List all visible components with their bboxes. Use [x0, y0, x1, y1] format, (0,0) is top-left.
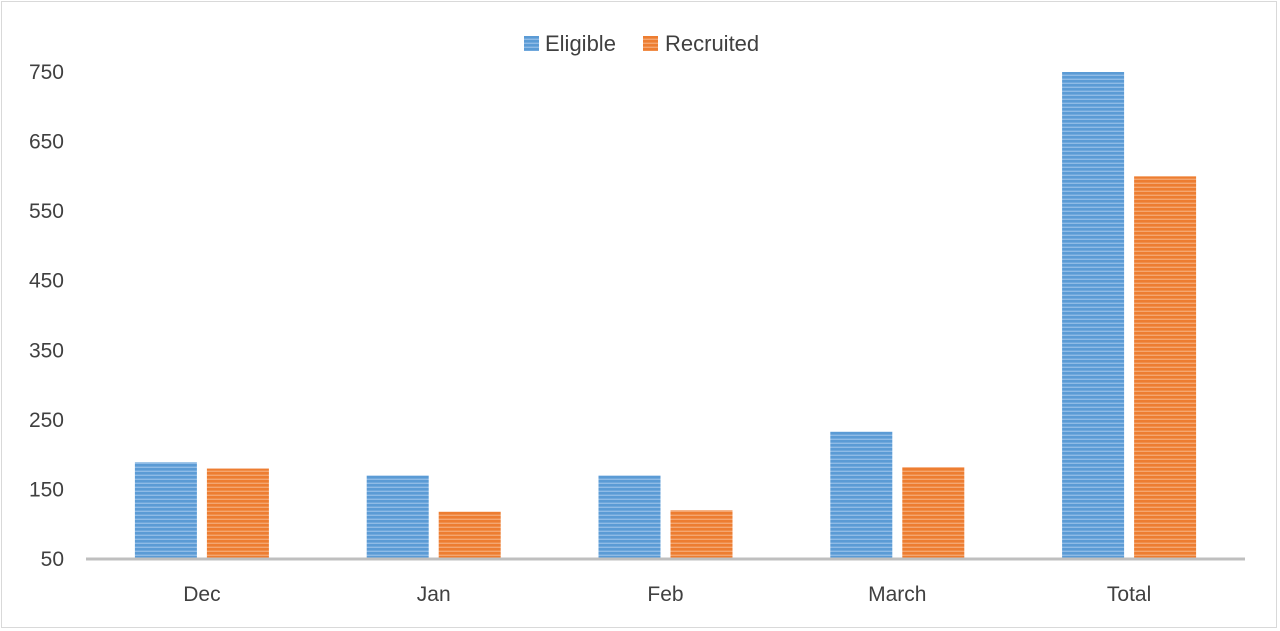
y-tick-label: 150 — [29, 478, 64, 501]
x-tick-label: Feb — [647, 583, 683, 606]
y-tick-label: 750 — [29, 61, 64, 84]
legend-swatch-recruited — [643, 36, 658, 51]
legend: Eligible Recruited — [524, 31, 759, 56]
bar-eligible-feb — [598, 475, 661, 559]
bar-eligible-total — [1062, 72, 1125, 559]
y-tick-label: 350 — [29, 339, 64, 362]
x-tick-label: Jan — [417, 583, 451, 606]
bar-eligible-dec — [134, 462, 197, 559]
y-tick-label: 650 — [29, 131, 64, 154]
x-tick-label: Total — [1107, 583, 1151, 606]
bars — [134, 72, 1197, 559]
y-tick-label: 50 — [41, 548, 64, 571]
legend-label-eligible: Eligible — [545, 31, 616, 56]
bar-eligible-jan — [366, 475, 429, 559]
y-tick-label: 450 — [29, 270, 64, 293]
bar-recruited-total — [1134, 176, 1197, 559]
y-axis: 50 150 250 350 450 550 650 750 — [29, 61, 64, 571]
x-tick-label: Dec — [183, 583, 220, 606]
bar-eligible-march — [830, 431, 893, 559]
bar-recruited-dec — [206, 468, 269, 559]
y-tick-label: 250 — [29, 409, 64, 432]
bar-recruited-feb — [670, 510, 733, 559]
bar-recruited-jan — [438, 511, 501, 559]
bar-recruited-march — [902, 467, 965, 559]
legend-label-recruited: Recruited — [665, 31, 759, 56]
legend-swatch-eligible — [524, 36, 539, 51]
x-axis: Dec Jan Feb March Total — [183, 583, 1151, 606]
y-tick-label: 550 — [29, 200, 64, 223]
x-tick-label: March — [868, 583, 926, 606]
